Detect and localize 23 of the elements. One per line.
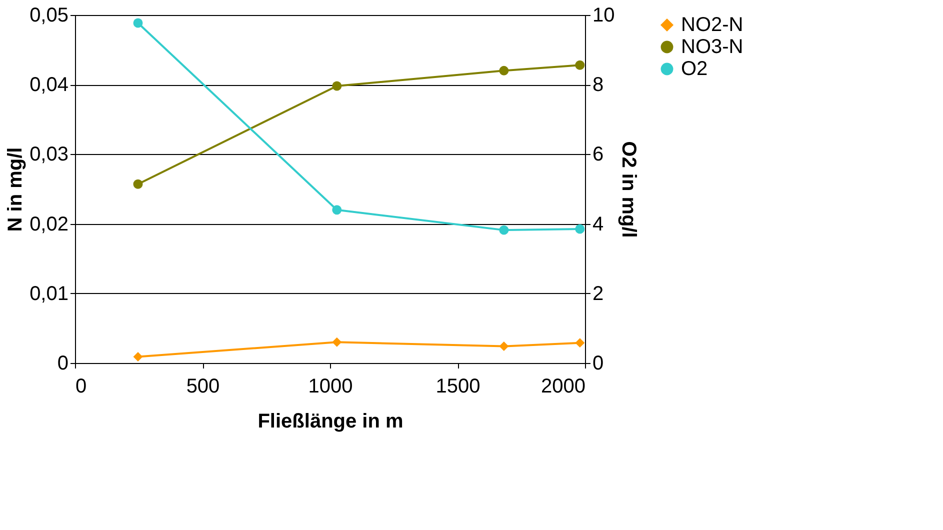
x-tick-label: 500 (186, 376, 220, 398)
y2-tick-label: 2 (592, 282, 604, 305)
y-axis-title: N in mg/l (4, 147, 27, 232)
y-tick-label: 0,02 (30, 213, 68, 236)
legend-label: NO3-N (681, 36, 744, 58)
y-tick-label: 0,01 (30, 282, 68, 305)
y2-tick-label: 6 (592, 144, 604, 166)
x-tick-label: 2000 (541, 376, 586, 398)
y2-tick-label: 0 (592, 352, 604, 374)
y-tick-label: 0 (57, 352, 68, 374)
y-tick-label: 0,04 (30, 74, 68, 96)
x-tick-label: 1000 (308, 376, 353, 398)
y2-axis-title: O2 in mg/l (618, 141, 640, 238)
x-axis-title: Fließlänge in m (258, 410, 404, 432)
x-tick-label: 1500 (436, 376, 480, 398)
y2-tick-label: 4 (592, 213, 604, 236)
y-tick-label: 0,03 (30, 144, 68, 166)
y2-tick-label: 8 (592, 74, 604, 96)
legend-label: O2 (681, 58, 708, 80)
x-tick-label: 0 (76, 376, 87, 398)
legend-label: NO2-N (681, 14, 744, 36)
y-tick-label: 0,05 (30, 4, 68, 26)
y2-tick-label: 10 (592, 4, 615, 26)
